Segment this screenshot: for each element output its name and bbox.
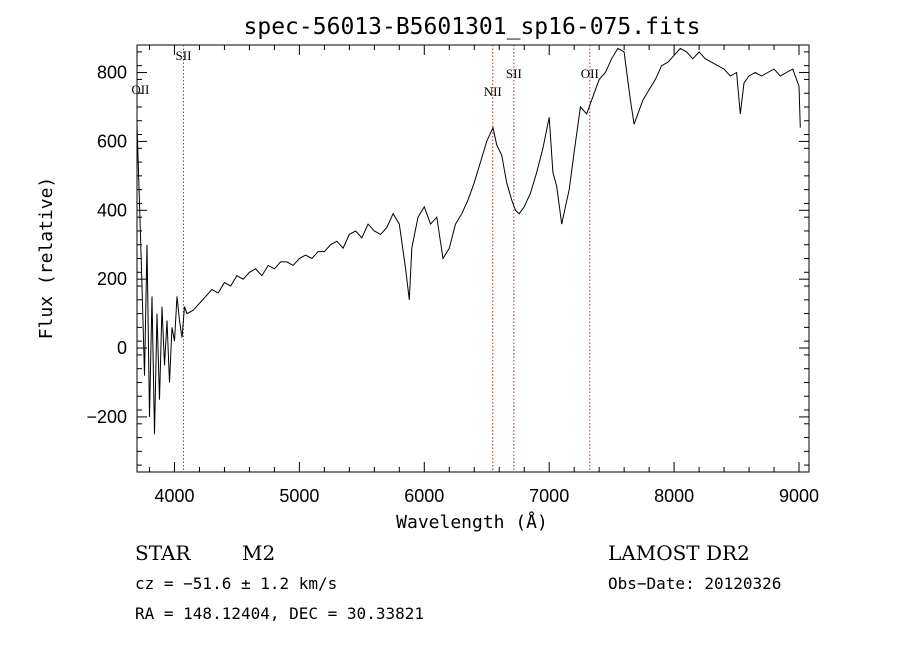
emission-line-markers: OII SII NII SII OII (131, 45, 599, 472)
emission-line-label: SII (506, 66, 522, 81)
plot-area: OII SII NII SII OII (131, 44, 810, 473)
object-class: STAR (135, 541, 191, 565)
object-subclass: M2 (242, 541, 275, 565)
x-tick-label: 7000 (529, 486, 569, 506)
emission-line-label: SII (176, 48, 192, 63)
spectrum-line (136, 47, 801, 435)
x-tick-label: 8000 (654, 486, 694, 506)
x-tick-label: 6000 (404, 486, 444, 506)
sky-coordinates: RA = 148.12404, DEC = 30.33821 (135, 604, 424, 623)
y-tick-label: 0 (117, 338, 127, 358)
survey-name: LAMOST DR2 (608, 541, 750, 565)
y-tick-label: −200 (86, 407, 127, 427)
redshift-velocity: cz = −51.6 ± 1.2 km/s (135, 574, 337, 593)
x-tick-label: 9000 (779, 486, 819, 506)
y-tick-label: 800 (97, 63, 127, 83)
x-axis-label: Wavelength (Å) (396, 511, 548, 533)
axis-ticks (137, 45, 809, 472)
y-tick-label: 400 (97, 200, 127, 220)
plot-frame (136, 44, 810, 473)
y-tick-label: 600 (97, 131, 127, 151)
chart-title: spec-56013-B5601301_sp16-075.fits (244, 14, 701, 40)
spectrum-info: STAR M2 LAMOST DR2 cz = −51.6 ± 1.2 km/s… (135, 541, 781, 623)
emission-line-label: OII (581, 66, 599, 81)
x-tick-label: 5000 (279, 486, 319, 506)
x-tick-label: 4000 (154, 486, 194, 506)
y-tick-label: 200 (97, 269, 127, 289)
emission-line-label: NII (484, 84, 502, 99)
y-axis-label: Flux (relative) (36, 177, 57, 340)
emission-line-label: OII (131, 82, 149, 97)
observation-date: Obs−Date: 20120326 (608, 574, 781, 593)
